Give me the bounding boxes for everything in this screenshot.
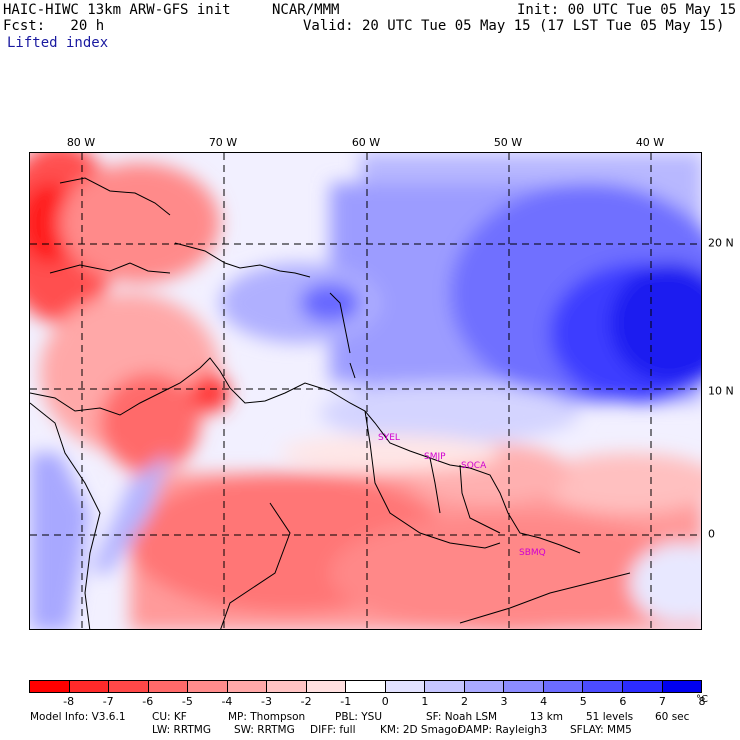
colorbar-cell	[543, 681, 584, 692]
footer-item: SF: Noah LSM	[426, 711, 498, 723]
footer-item: CU: KF	[152, 711, 187, 723]
colorbar-tick-label: -1	[340, 695, 352, 708]
colorbar-cell	[464, 681, 505, 692]
colorbar-cell	[583, 681, 623, 692]
valid-time: Valid: 20 UTC Tue 05 May 15 (17 LST Tue …	[303, 18, 725, 34]
model-title: HAIC-HIWC 13km ARW-GFS init	[3, 2, 231, 18]
footer-item: 51 levels	[586, 711, 634, 723]
lat-label-0: 0	[708, 527, 715, 541]
colorbar-cell	[267, 681, 307, 692]
footer-item: MP: Thompson	[228, 711, 306, 723]
colorbar-cell	[30, 681, 70, 692]
footer-item: 60 sec	[655, 711, 690, 723]
station-smjp: SMJP	[424, 452, 446, 462]
colorbar-tick-label: -3	[261, 695, 272, 708]
colorbar-tick-label: 4	[540, 695, 548, 708]
colorbar-cell	[346, 681, 386, 692]
station-soca: SOCA	[461, 461, 487, 471]
map-panel: SYEL SMJP SOCA SBMQ	[29, 152, 702, 630]
lon-label-40w: 40 W	[635, 136, 665, 149]
lat-label-20n: 20 N	[708, 236, 734, 250]
colorbar-cell	[148, 681, 189, 692]
colorbar-cell	[306, 681, 347, 692]
center-label: NCAR/MMM	[272, 2, 340, 18]
colorbar-unit: °C	[696, 694, 708, 705]
coastlines	[30, 177, 631, 629]
footer-item: PBL: YSU	[335, 711, 383, 723]
colorbar-tick-label: 8	[698, 695, 706, 708]
footer-item: DIFF: full	[310, 724, 356, 736]
lon-label-70w: 70 W	[208, 136, 238, 149]
lat-label-10n: 10 N	[708, 384, 734, 398]
colorbar-cell	[662, 681, 702, 692]
colorbar-tick-label: -6	[142, 695, 154, 708]
graticule	[30, 153, 701, 629]
colorbar-cell	[69, 681, 110, 692]
footer-item: Model Info: V3.6.1	[30, 711, 126, 723]
colorbar	[29, 680, 702, 693]
footer-item: SFLAY: MM5	[570, 724, 632, 736]
colorbar-cell	[385, 681, 426, 692]
init-time: Init: 00 UTC Tue 05 May 15	[517, 2, 737, 18]
footer-item: 13 km	[530, 711, 564, 723]
colorbar-tick-label: 2	[460, 695, 468, 708]
colorbar-tick-label: 6	[619, 695, 627, 708]
colorbar-tick-label: -7	[102, 695, 114, 708]
colorbar-tick-label: 0	[381, 695, 389, 708]
lon-label-60w: 60 W	[351, 136, 381, 149]
colorbar-tick-label: -2	[300, 695, 312, 708]
station-sbmq: SBMQ	[519, 548, 546, 558]
colorbar-tick-label: -5	[181, 695, 193, 708]
colorbar-tick-label: 1	[421, 695, 429, 708]
field-shading	[30, 153, 701, 629]
colorbar-tick-label: 5	[579, 695, 587, 708]
field-name: Lifted index	[7, 35, 109, 51]
colorbar-cell	[188, 681, 228, 692]
colorbar-cell	[425, 681, 465, 692]
colorbar-tick-label: -4	[221, 695, 233, 708]
colorbar-cell	[227, 681, 268, 692]
footer-item: KM: 2D Smagor	[380, 724, 462, 736]
colorbar-tick-label: -8	[63, 695, 75, 708]
footer-item: LW: RRTMG	[152, 724, 211, 736]
footer-item: SW: RRTMG	[234, 724, 295, 736]
colorbar-cell	[109, 681, 149, 692]
footer-item: DAMP: Rayleigh3	[458, 724, 548, 736]
lon-label-50w: 50 W	[493, 136, 523, 149]
forecast-hour: Fcst: 20 h	[3, 18, 105, 34]
station-syel: SYEL	[378, 433, 400, 443]
colorbar-tick-label: 3	[500, 695, 508, 708]
colorbar-cell	[504, 681, 544, 692]
lifted-index-map	[30, 153, 701, 629]
lon-label-80w: 80 W	[66, 136, 96, 149]
colorbar-cell	[622, 681, 663, 692]
colorbar-tick-label: 7	[658, 695, 666, 708]
